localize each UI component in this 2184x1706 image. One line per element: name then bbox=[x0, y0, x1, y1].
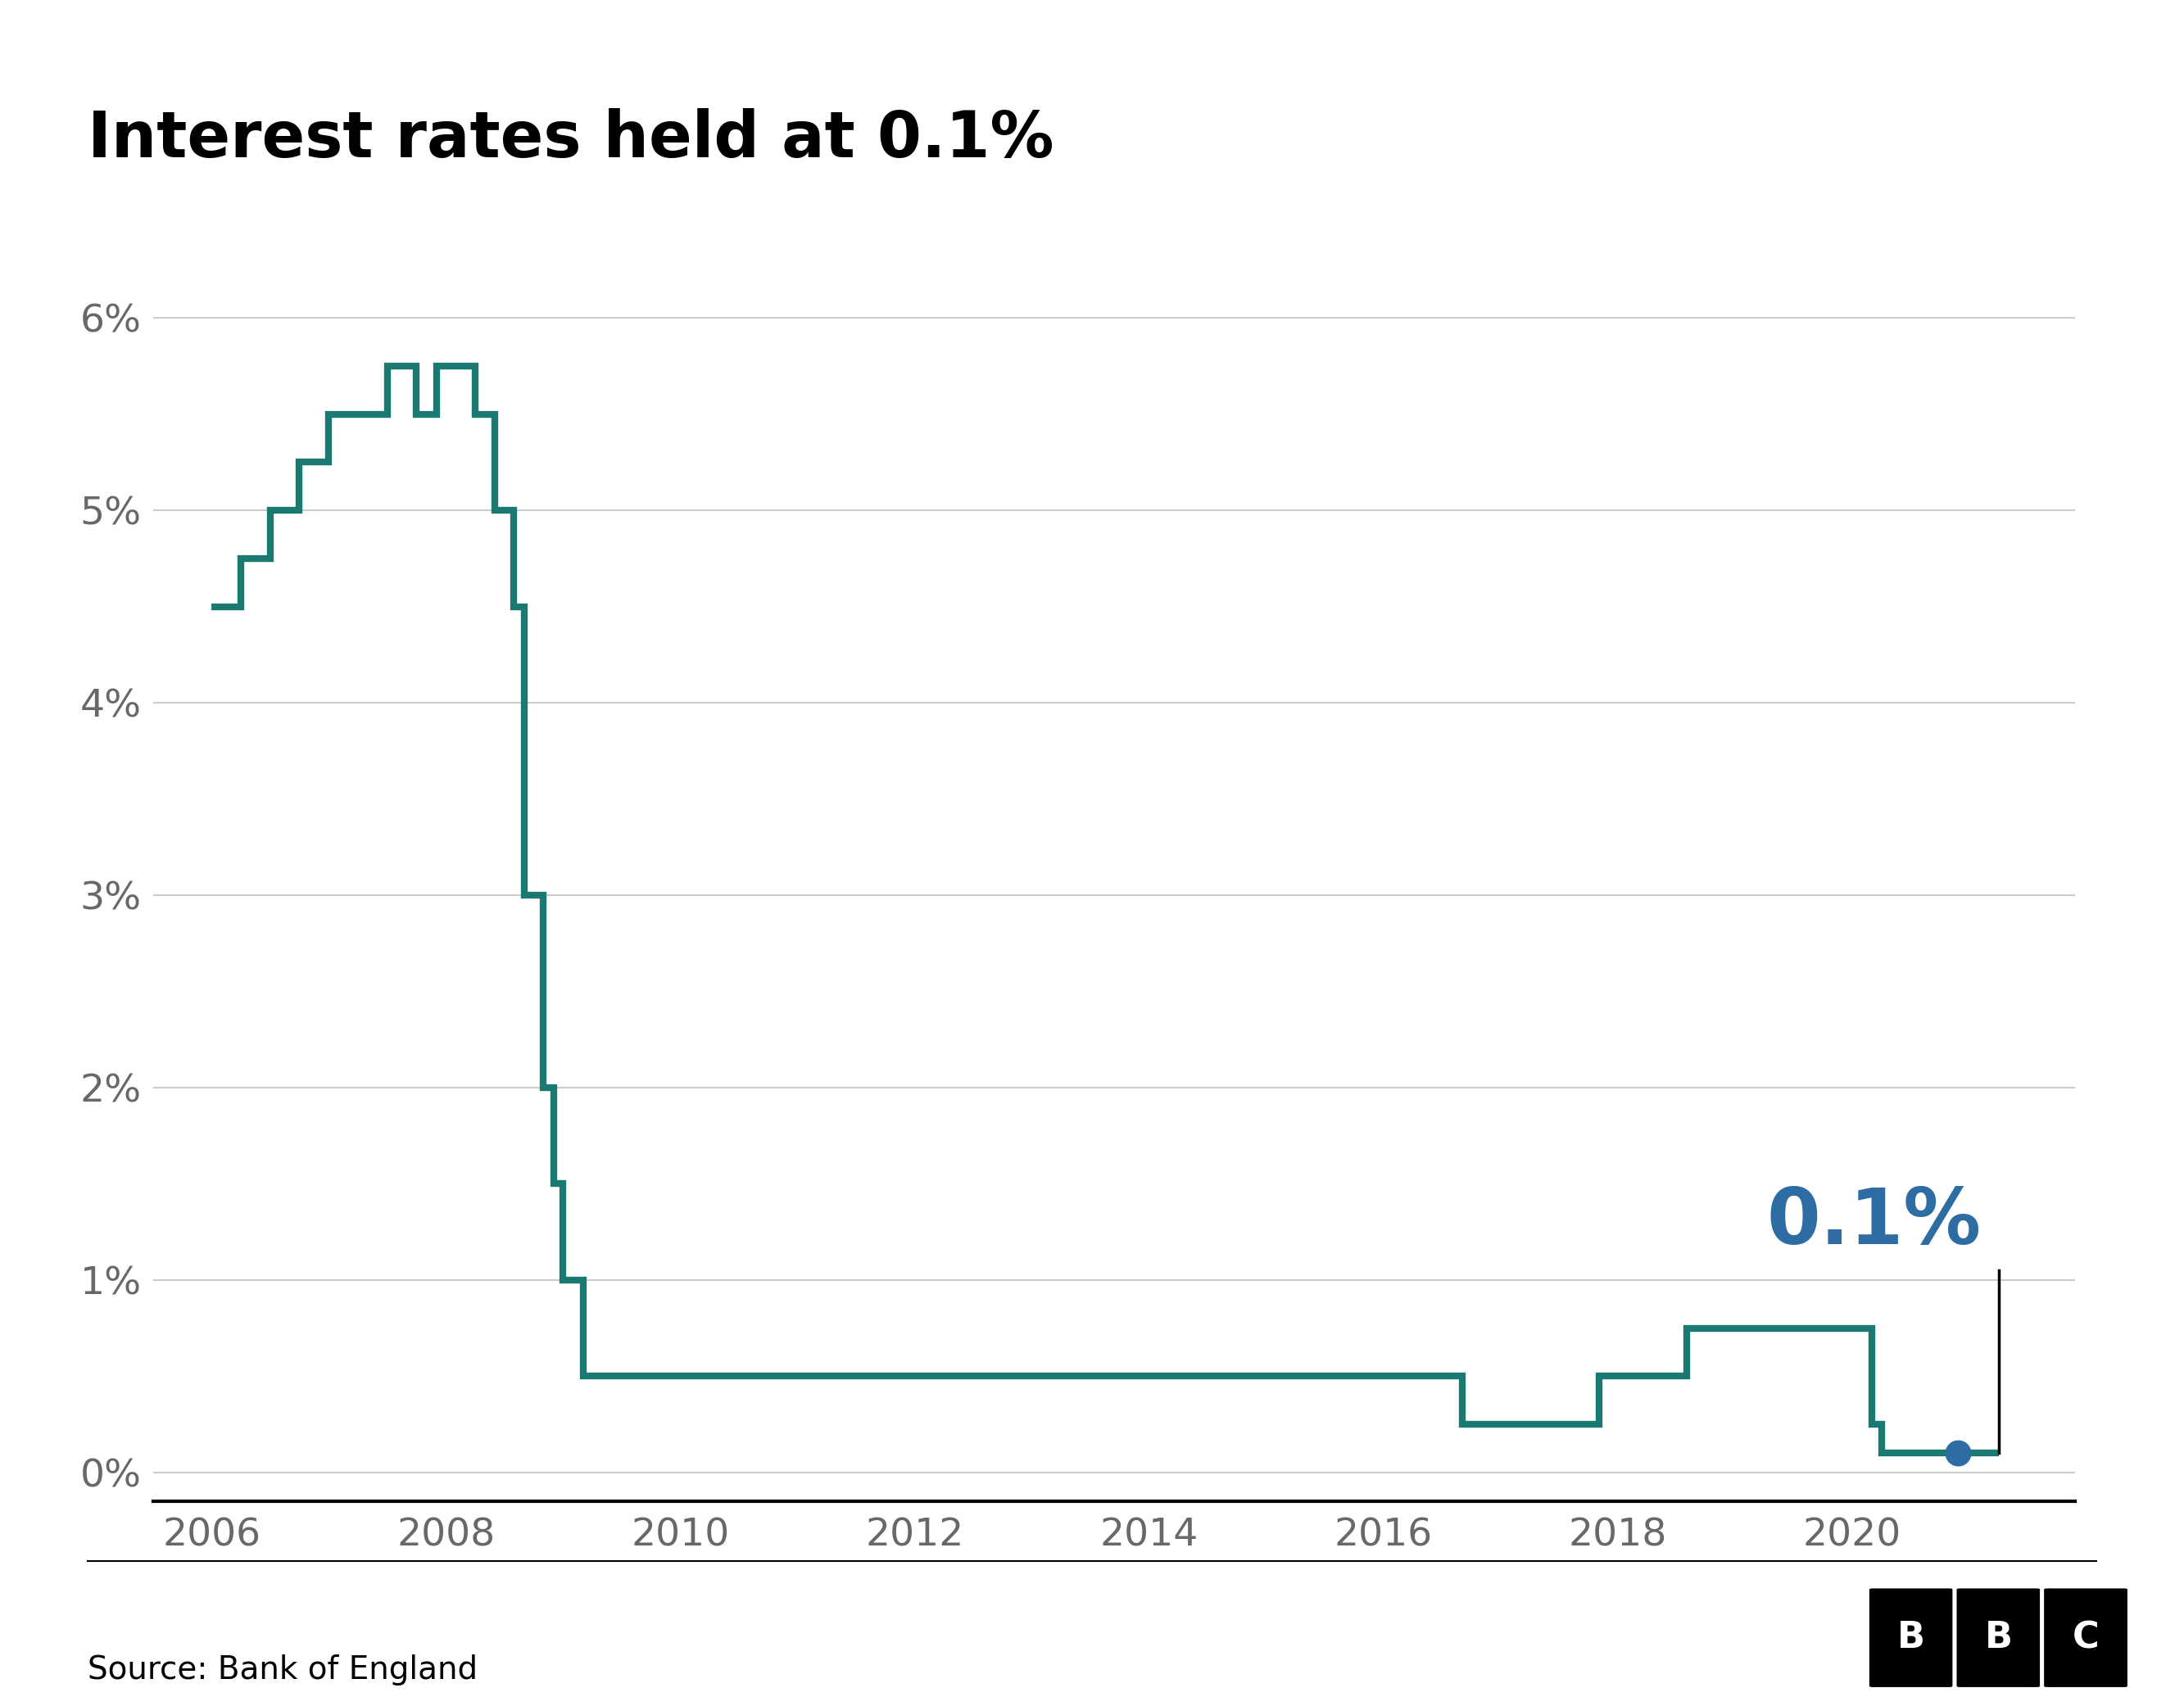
FancyBboxPatch shape bbox=[1867, 1587, 1955, 1689]
Text: B: B bbox=[1898, 1621, 1924, 1655]
Text: Source: Bank of England: Source: Bank of England bbox=[87, 1655, 478, 1686]
FancyBboxPatch shape bbox=[2042, 1587, 2129, 1689]
FancyBboxPatch shape bbox=[1955, 1587, 2042, 1689]
Text: C: C bbox=[2073, 1621, 2099, 1655]
Text: Interest rates held at 0.1%: Interest rates held at 0.1% bbox=[87, 109, 1053, 171]
Text: 0.1%: 0.1% bbox=[1767, 1186, 1981, 1261]
Text: B: B bbox=[1985, 1621, 2011, 1655]
